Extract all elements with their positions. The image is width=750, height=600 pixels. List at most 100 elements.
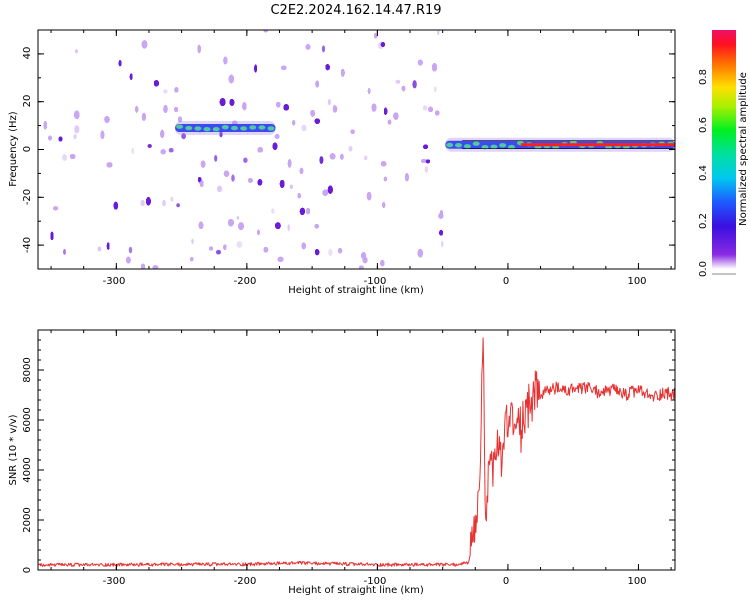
noise-speckle (405, 173, 409, 182)
noise-speckle (238, 222, 244, 230)
noise-speckle (383, 176, 387, 182)
spectrogram-panel: -300 -200 -100 0 100 -40 -20 0 20 40 Hei… (8, 29, 676, 296)
noise-speckle (322, 189, 328, 196)
noise-speckle (382, 202, 386, 208)
noise-speckle (162, 199, 166, 207)
noise-speckle (141, 263, 145, 269)
noise-speckle (306, 208, 310, 215)
feature-blob (472, 141, 480, 146)
noise-speckle (248, 178, 253, 183)
noise-speckle (236, 241, 243, 248)
feature-blob (267, 126, 275, 131)
noise-speckle (223, 56, 228, 65)
noise-speckle (242, 102, 247, 111)
noise-speckle (274, 134, 280, 139)
spectrogram-image (43, 30, 675, 269)
noise-speckle (257, 147, 263, 153)
noise-speckle (382, 202, 386, 208)
noise-speckle (361, 252, 366, 259)
noise-speckle (141, 263, 145, 269)
noise-speckle (216, 249, 221, 255)
noise-speckle (299, 167, 304, 174)
noise-speckle (160, 129, 165, 138)
noise-speckle (257, 229, 260, 236)
noise-speckle (340, 154, 344, 160)
noise-speckle (174, 87, 179, 93)
noise-speckle (141, 263, 145, 269)
noise-speckle (380, 42, 385, 47)
noise-speckle (387, 119, 392, 125)
noise-speckle (190, 257, 194, 262)
noise-speckle (223, 56, 228, 65)
noise-speckle (48, 135, 52, 141)
noise-speckle (362, 257, 368, 264)
noise-speckle (257, 147, 263, 153)
feature-blob (463, 144, 471, 149)
noise-speckle (141, 113, 146, 121)
noise-speckle (393, 112, 399, 120)
noise-speckle (274, 134, 280, 139)
noise-speckle (274, 134, 280, 139)
noise-speckle (48, 135, 52, 141)
noise-speckle (328, 248, 333, 256)
noise-speckle (223, 170, 230, 177)
noise-speckle (141, 40, 148, 49)
noise-speckle (160, 129, 165, 138)
noise-speckle (405, 173, 409, 182)
noise-speckle (223, 170, 230, 177)
noise-speckle (257, 147, 263, 153)
noise-speckle (393, 112, 399, 120)
noise-speckle (70, 154, 76, 159)
noise-speckle (340, 154, 344, 160)
noise-speckle (417, 59, 423, 66)
noise-speckle (190, 257, 194, 262)
spectrogram-background (38, 30, 675, 269)
noise-speckle (327, 98, 331, 106)
noise-speckle (381, 161, 387, 167)
noise-speckle (223, 170, 230, 177)
noise-speckle (223, 170, 230, 177)
noise-speckle (405, 173, 409, 182)
noise-speckle (405, 173, 409, 182)
noise-speckle (198, 221, 204, 229)
feature-blob (481, 145, 489, 150)
noise-speckle (329, 153, 336, 160)
noise-speckle (387, 119, 392, 125)
noise-speckle (329, 153, 336, 160)
noise-speckle (231, 174, 235, 182)
noise-speckle (248, 178, 253, 183)
noise-speckle (299, 167, 304, 174)
noise-speckle (405, 173, 409, 182)
noise-speckle (257, 147, 263, 153)
noise-speckle (242, 102, 247, 111)
noise-speckle (257, 147, 263, 153)
noise-speckle (361, 252, 366, 259)
noise-speckle (146, 197, 151, 206)
noise-speckle (198, 221, 204, 229)
noise-speckle (340, 154, 344, 160)
noise-speckle (198, 221, 204, 229)
noise-speckle (200, 160, 206, 168)
noise-speckle (435, 110, 440, 116)
noise-speckle (361, 252, 366, 259)
noise-speckle (48, 135, 52, 141)
noise-speckle (322, 189, 328, 196)
noise-speckle (434, 86, 437, 93)
noise-speckle (200, 160, 206, 168)
noise-speckle (160, 129, 165, 138)
noise-speckle (393, 112, 399, 120)
noise-speckle (322, 189, 328, 196)
noise-speckle (340, 154, 344, 160)
noise-speckle (329, 153, 336, 160)
noise-speckle (248, 178, 253, 183)
noise-speckle (435, 110, 440, 116)
noise-speckle (238, 222, 244, 230)
noise-speckle (242, 102, 247, 111)
noise-speckle (160, 149, 166, 155)
noise-speckle (141, 40, 148, 49)
noise-speckle (141, 40, 148, 49)
noise-speckle (97, 246, 102, 252)
noise-speckle (361, 252, 366, 259)
x-tick-label: 100 (627, 276, 646, 287)
noise-speckle (383, 176, 387, 182)
